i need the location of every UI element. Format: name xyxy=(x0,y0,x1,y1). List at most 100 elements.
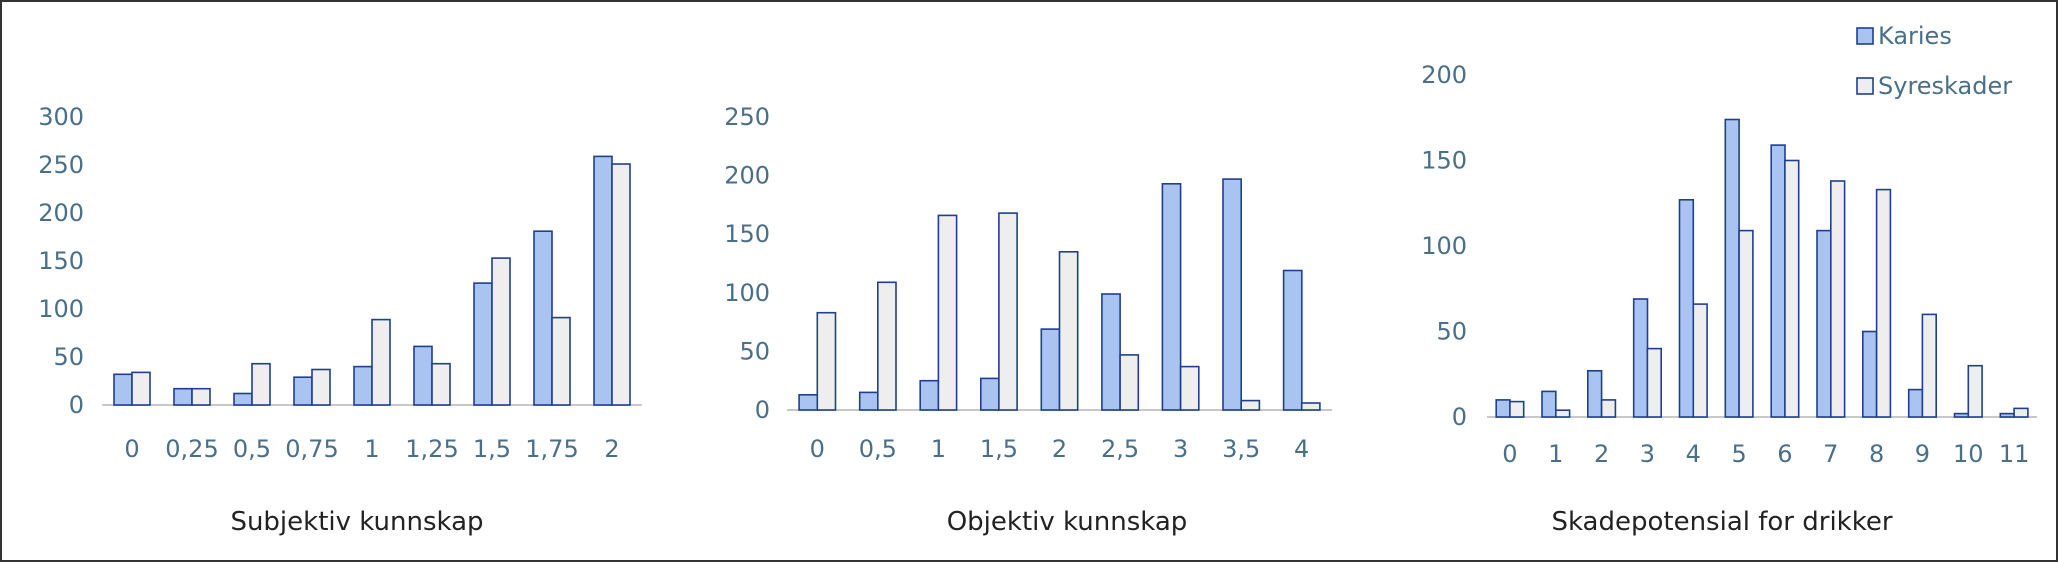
legend-label-syreskader: Syreskader xyxy=(1878,72,2012,100)
karies-bar xyxy=(1907,388,1924,418)
syreskader-bar xyxy=(1784,159,1800,418)
y-tick-label: 300 xyxy=(38,103,84,131)
y-tick-label: 50 xyxy=(1436,318,1467,346)
syreskader-bar xyxy=(998,212,1018,411)
syreskader-bar xyxy=(1921,313,1938,418)
x-tick-label: 1,5 xyxy=(473,435,511,463)
y-tick-label: 200 xyxy=(724,162,770,190)
karies-bar xyxy=(919,379,940,411)
syreskader-bar xyxy=(1830,180,1846,418)
syreskader-bar xyxy=(611,163,631,406)
karies-bar xyxy=(1222,178,1243,411)
x-tick-label: 1 xyxy=(931,435,946,463)
y-tick-label: 100 xyxy=(724,279,770,307)
syreskader-bar xyxy=(1509,400,1525,418)
karies-bar xyxy=(1495,399,1511,418)
karies-bar xyxy=(533,230,553,406)
syreskader-bar xyxy=(491,257,511,406)
x-tick-label: 3,5 xyxy=(1222,435,1260,463)
chart-2: 0 50 100 150 200 250 0 0,5 1 1,5 2 2,5 3 3,5 4 Objektiv… xyxy=(724,103,1332,537)
syreskader-bar xyxy=(1555,409,1571,418)
legend-label-karies: Karies xyxy=(1878,22,1952,50)
x-tick-label: 1 xyxy=(364,435,379,463)
syreskader-bar xyxy=(1240,399,1261,411)
karies-bar xyxy=(1999,412,2015,418)
x-tick-label: 0,5 xyxy=(859,435,897,463)
y-tick-label: 150 xyxy=(724,220,770,248)
x-tick-label: 10 xyxy=(1953,440,1984,468)
x-tick-label: 0 xyxy=(124,435,139,463)
y-tick-label: 150 xyxy=(38,247,84,275)
x-tick-label: 1,5 xyxy=(980,435,1018,463)
x-tick-label: 0,5 xyxy=(233,435,271,463)
syreskader-bar xyxy=(551,316,571,406)
x-tick-label: 3 xyxy=(1640,440,1655,468)
y-tick-label: 0 xyxy=(69,391,84,419)
y-tick-label: 200 xyxy=(1421,61,1467,89)
karies-bar xyxy=(1678,199,1695,418)
syreskader-bar xyxy=(937,214,958,411)
syreskader-bar xyxy=(371,318,391,406)
x-tick-label: 1,25 xyxy=(405,435,458,463)
syreskader-bar xyxy=(131,371,151,406)
syreskader-bar xyxy=(1967,364,1983,418)
x-tick-label: 5 xyxy=(1731,440,1746,468)
x-tick-label: 2 xyxy=(1594,440,1609,468)
legend-swatch-karies xyxy=(1856,27,1874,45)
y-tick-label: 0 xyxy=(755,396,770,424)
karies-bar xyxy=(858,391,879,411)
x-tick-label: 0 xyxy=(810,435,825,463)
syreskader-bar xyxy=(1119,354,1140,411)
syreskader-bar xyxy=(2013,407,2029,418)
karies-bar xyxy=(1816,229,1832,418)
karies-bar xyxy=(1632,298,1649,418)
y-tick-label: 250 xyxy=(724,103,770,131)
karies-bar xyxy=(1282,269,1303,411)
karies-bar xyxy=(798,393,819,411)
karies-bar xyxy=(1101,293,1121,411)
karies-bar xyxy=(1541,390,1557,418)
x-tick-label: 1 xyxy=(1548,440,1563,468)
syreskader-bar xyxy=(816,311,837,411)
x-tick-label: 0,75 xyxy=(285,435,338,463)
karies-bar xyxy=(233,392,253,406)
x-axis-title: Subjektiv kunnskap xyxy=(230,507,483,537)
karies-bar xyxy=(1587,369,1603,418)
x-axis-title: Objektiv kunnskap xyxy=(947,507,1188,537)
chart-1: 0 50 100 150 200 250 300 0 0,25 0,5 0,75 1 1,25 1,5 1,… xyxy=(38,103,642,537)
karies-bar xyxy=(1040,328,1061,411)
x-tick-label: 0 xyxy=(1502,440,1517,468)
karies-bar xyxy=(1953,412,1970,418)
karies-bar xyxy=(473,282,493,406)
y-tick-label: 50 xyxy=(53,343,84,371)
y-tick-label: 200 xyxy=(38,199,84,227)
karies-bar xyxy=(413,345,433,406)
karies-bar xyxy=(1161,183,1182,411)
x-tick-label: 9 xyxy=(1915,440,1930,468)
y-tick-label: 100 xyxy=(38,295,84,323)
karies-bar xyxy=(173,387,193,406)
y-tick-label: 250 xyxy=(38,151,84,179)
karies-bar xyxy=(353,365,373,406)
x-tick-label: 6 xyxy=(1777,440,1792,468)
x-tick-label: 1,75 xyxy=(525,435,578,463)
y-tick-label: 50 xyxy=(739,337,770,365)
x-tick-label: 2 xyxy=(604,435,619,463)
x-tick-label: 3 xyxy=(1173,435,1188,463)
syreskader-bar xyxy=(1738,229,1754,418)
y-tick-label: 150 xyxy=(1421,147,1467,175)
syreskader-bar xyxy=(876,281,897,411)
syreskader-bar xyxy=(1600,399,1617,418)
x-tick-label: 0,25 xyxy=(165,435,218,463)
x-tick-label: 7 xyxy=(1823,440,1838,468)
karies-bar xyxy=(1770,144,1786,418)
y-tick-label: 0 xyxy=(1452,403,1467,431)
syreskader-bar xyxy=(1179,365,1200,411)
legend-swatch-syreskader xyxy=(1856,77,1874,95)
syreskader-bar xyxy=(311,368,331,406)
karies-bar xyxy=(979,377,1000,411)
syreskader-bar xyxy=(431,362,451,406)
x-tick-label: 2 xyxy=(1052,435,1067,463)
